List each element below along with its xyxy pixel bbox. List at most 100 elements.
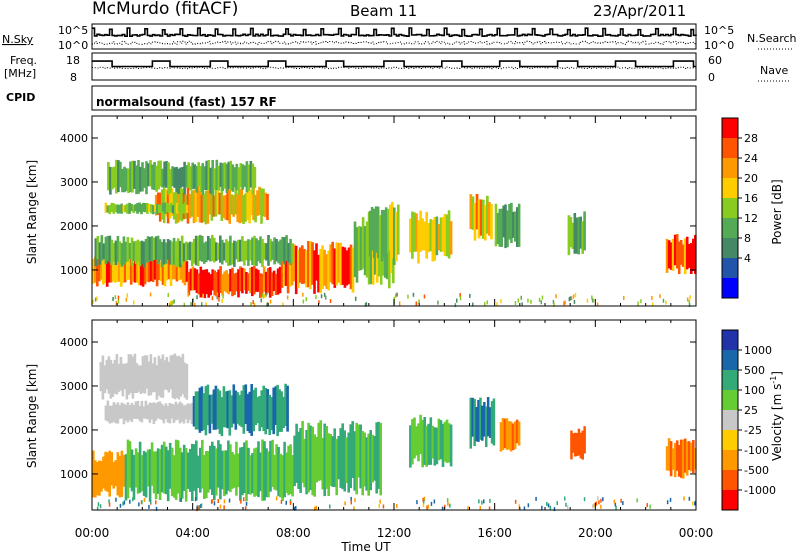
- power-region-7-strip: [207, 160, 210, 191]
- velocity-region-1-strip: [201, 439, 204, 489]
- velocity-region-1-strip: [243, 442, 246, 494]
- power-region-5-strip: [202, 193, 206, 222]
- velocity-region-4-strip: [186, 403, 190, 424]
- power-region-6-strip: [169, 202, 173, 212]
- power-region-4-strip: [259, 236, 262, 264]
- power-region-7-strip: [241, 164, 245, 190]
- power-region-0-strip: [169, 261, 173, 286]
- power-region-5-strip: [214, 186, 218, 217]
- velocity-ground-speckle: [447, 501, 449, 506]
- power-region-10-strip: [490, 204, 493, 240]
- power-ground-speckle: [262, 293, 264, 298]
- power-ground-speckle: [269, 299, 272, 304]
- power-ground-speckle: [514, 301, 517, 305]
- velocity-colorbar-label: 100: [744, 384, 765, 397]
- power-region-7-strip: [175, 166, 178, 193]
- freq-label-line2: [MHz]: [4, 67, 36, 80]
- power-ground-speckle: [194, 302, 196, 307]
- velocity-panel: 1000 2000 3000 4000 Slant Range [km]: [25, 319, 697, 512]
- velocity-colorbar-segment: [722, 470, 738, 491]
- power-region-0-strip: [107, 255, 111, 283]
- power-region-2-strip: [297, 249, 300, 289]
- power-ground-speckle: [302, 292, 304, 297]
- power-region-5-strip: [232, 195, 235, 217]
- velocity-ground-speckle: [567, 505, 569, 510]
- power-ground-speckle: [201, 302, 203, 307]
- power-ground-speckle: [407, 294, 409, 299]
- power-region-7-strip: [129, 161, 132, 193]
- power-ground-speckle: [114, 295, 117, 300]
- velocity-region-1-strip: [249, 455, 252, 495]
- velocity-region-5-strip: [244, 384, 248, 424]
- date-title: 23/Apr/2011: [593, 2, 686, 20]
- power-region-7-strip: [143, 168, 146, 188]
- velocity-region-3-strip: [147, 361, 151, 396]
- power-region-2-strip: [333, 248, 337, 288]
- freq-label-line1: Freq.: [10, 54, 37, 67]
- power-ground-speckle: [652, 302, 654, 307]
- power-region-4-strip: [160, 242, 164, 268]
- power-colorbar-segment: [722, 118, 738, 139]
- velocity-region-3-strip: [121, 363, 125, 397]
- velocity-ground-speckle: [547, 503, 550, 508]
- velocity-colorbar-segment: [722, 450, 738, 471]
- power-region-0-strip: [143, 261, 147, 285]
- power-region-4-strip: [251, 237, 254, 266]
- velocity-ground-speckle: [99, 504, 102, 509]
- velocity-region-4-strip: [152, 402, 156, 424]
- power-region-7-strip: [199, 166, 202, 192]
- power-region-7-strip: [217, 165, 221, 191]
- power-region-4-strip: [94, 238, 98, 267]
- velocity-region-4-strip: [126, 402, 130, 423]
- velocity-region-2-strip: [345, 437, 348, 484]
- velocity-ground-speckle: [514, 499, 517, 504]
- velocity-region-6-strip: [413, 417, 416, 459]
- velocity-region-5-strip: [212, 389, 216, 430]
- freq-series-line: [92, 60, 696, 68]
- power-ground-speckle: [396, 292, 398, 297]
- power-region-6-strip: [140, 204, 143, 215]
- power-region-3-strip: [363, 226, 367, 276]
- power-ground-speckle: [94, 297, 97, 302]
- power-ground-speckle: [323, 292, 326, 297]
- velocity-region-3-strip: [115, 354, 119, 395]
- velocity-region-4-strip: [134, 401, 138, 419]
- velocity-ground-speckle: [353, 506, 355, 511]
- power-region-7-strip: [149, 160, 152, 187]
- power-region-5-strip: [188, 194, 192, 219]
- velocity-region-1-strip: [267, 451, 270, 498]
- power-region-0-strip: [147, 256, 151, 283]
- velocity-region-9-strip: [570, 430, 573, 460]
- power-region-7-strip: [131, 160, 134, 193]
- power-region-4-strip: [126, 237, 130, 262]
- power-region-11-strip: [510, 202, 513, 244]
- velocity-ground-speckle: [211, 499, 213, 504]
- power-region-6-strip: [142, 202, 145, 212]
- nsky-tick-top: 10^5: [58, 24, 88, 37]
- velocity-region-4-strip: [178, 401, 182, 424]
- velocity-ground-speckle: [565, 502, 567, 507]
- power-colorbar-label: 8: [744, 232, 751, 245]
- power-region-0-strip: [131, 262, 135, 282]
- velocity-ground-speckle: [553, 507, 556, 512]
- power-region-6-strip: [104, 202, 108, 213]
- velocity-region-5-strip: [242, 385, 246, 434]
- power-ground-speckle: [398, 301, 401, 306]
- power-region-4-strip: [219, 235, 222, 263]
- power-ground-speckle: [171, 300, 173, 305]
- velocity-region-5-strip: [262, 385, 265, 431]
- power-region-4-strip: [180, 235, 184, 265]
- power-ground-speckle: [173, 299, 175, 304]
- power-region-13-strip: [685, 236, 689, 270]
- power-ground-speckle: [395, 293, 397, 298]
- power-region-7-strip: [197, 162, 200, 187]
- power-region-1-strip: [195, 269, 199, 294]
- power-ground-speckle: [260, 298, 262, 303]
- power-region-5-strip: [266, 193, 269, 220]
- velocity-region-8-strip: [505, 418, 509, 450]
- power-region-4-strip: [110, 239, 114, 266]
- velocity-region-4-strip: [128, 405, 132, 421]
- power-ground-speckle: [500, 299, 502, 304]
- power-ground-speckle: [569, 296, 572, 301]
- power-ground-speckle: [418, 299, 420, 304]
